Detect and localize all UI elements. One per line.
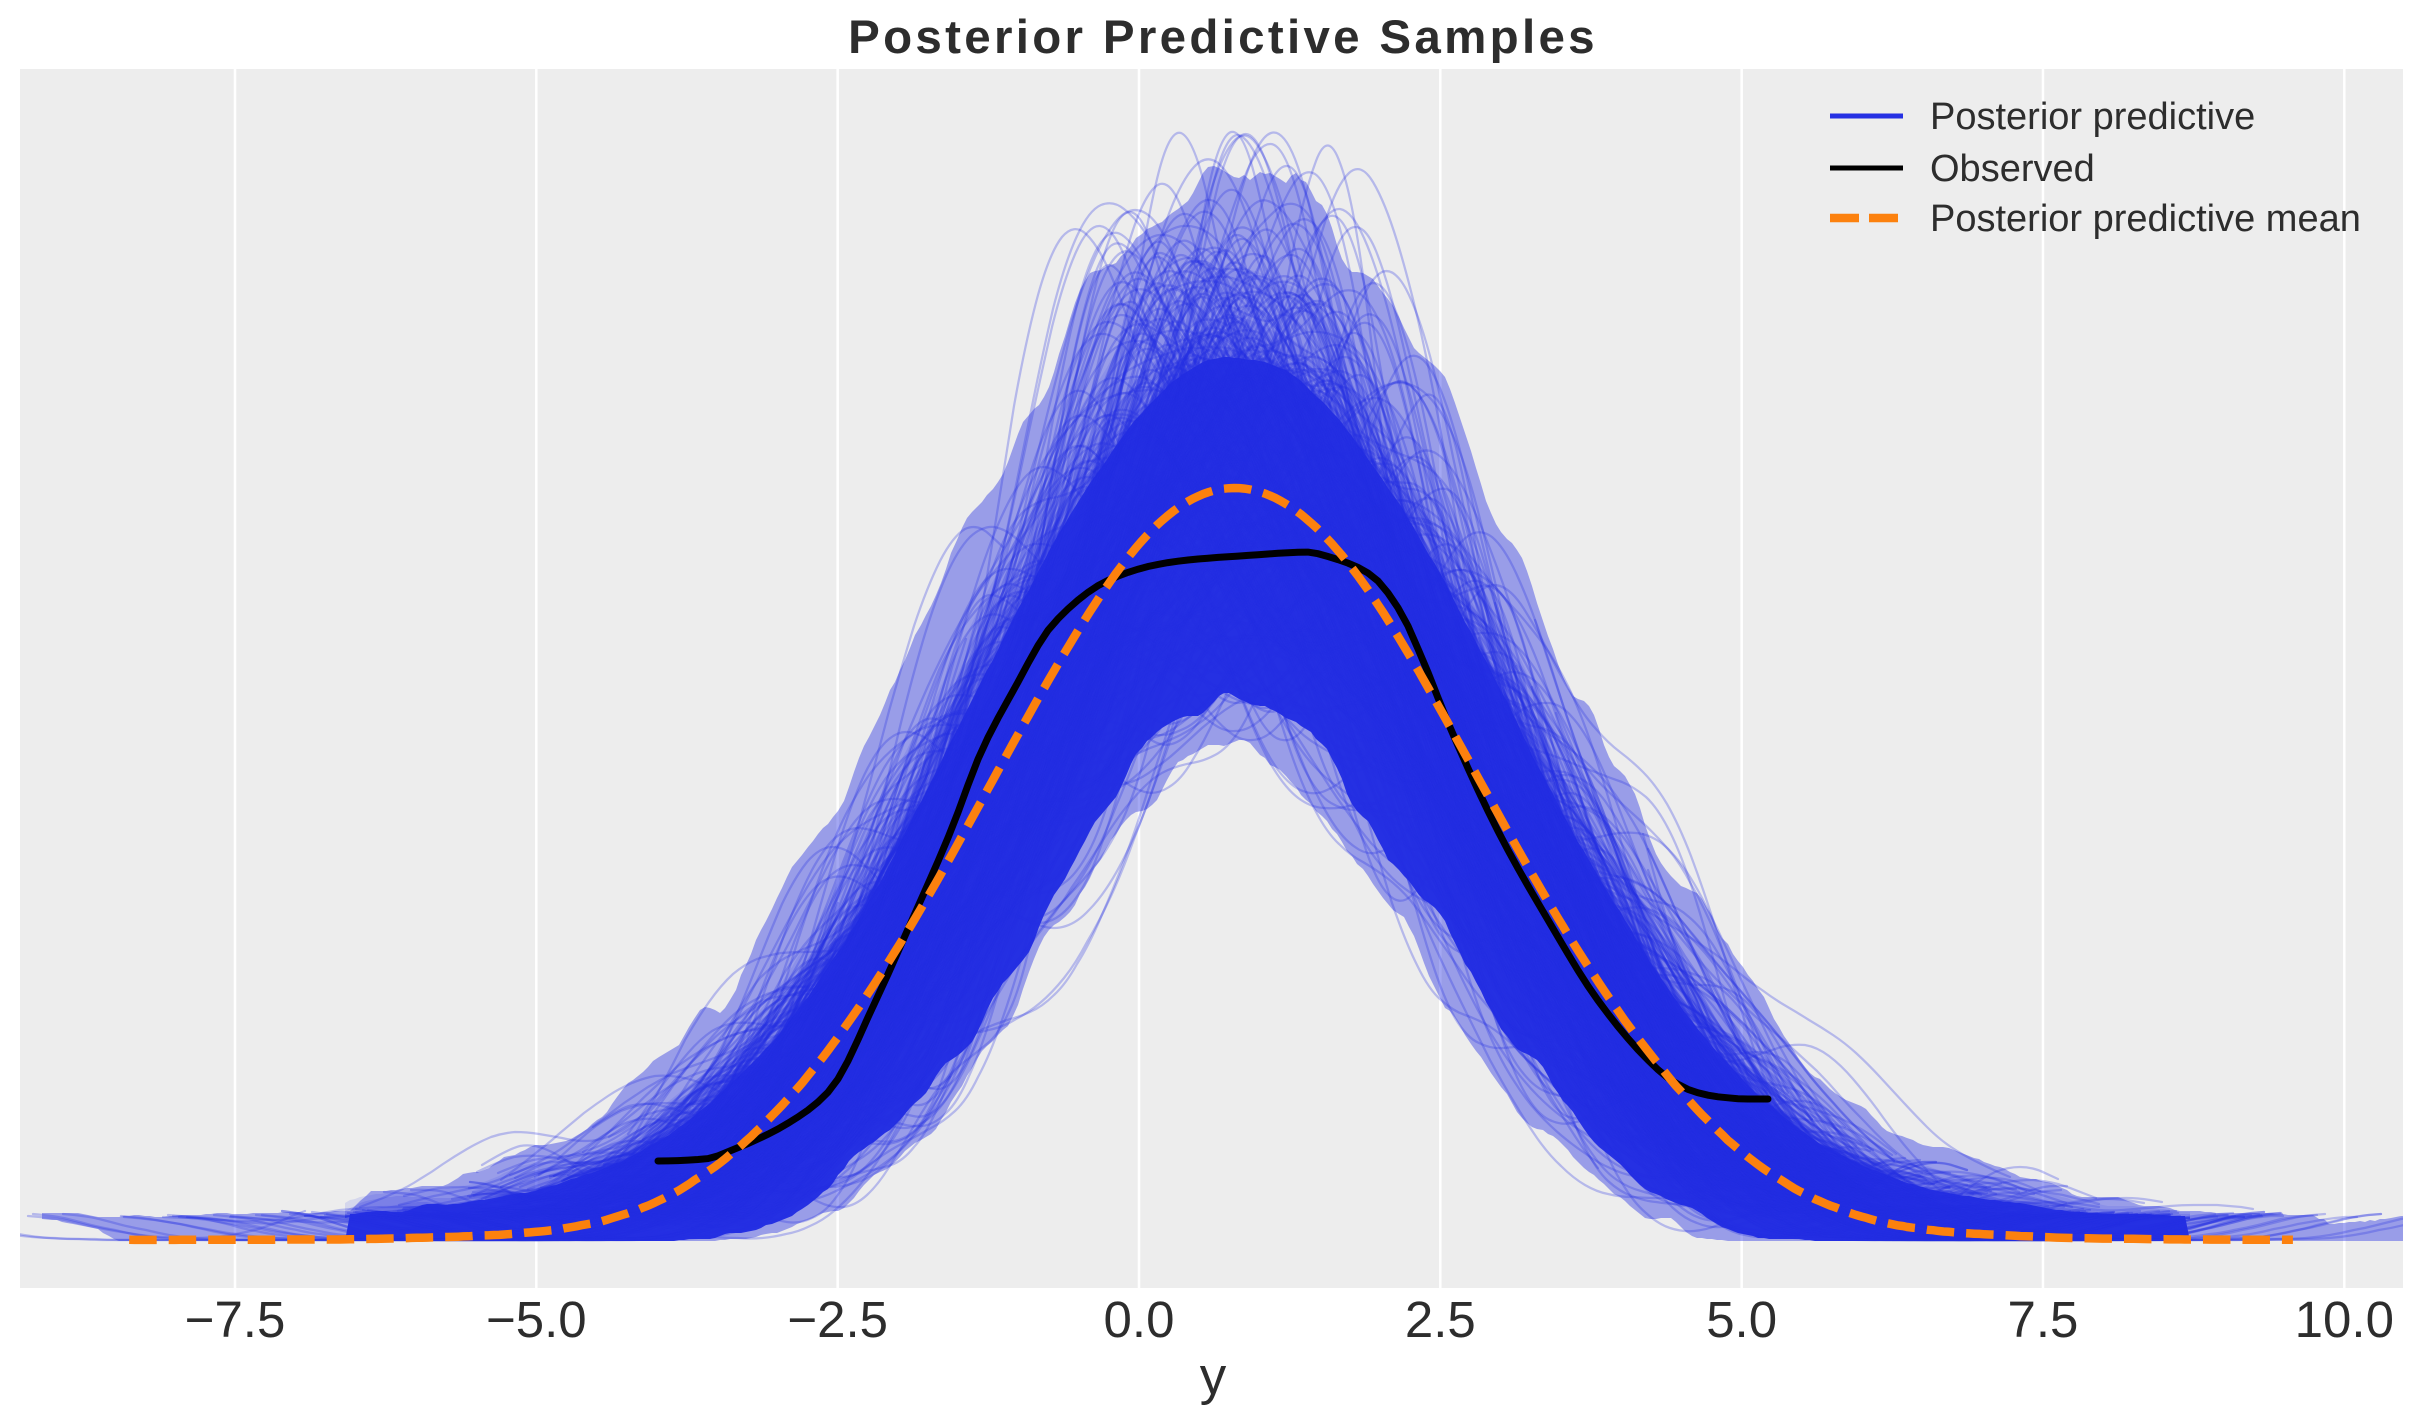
svg-text:−5.0: −5.0 [486,1291,587,1348]
svg-text:5.0: 5.0 [1706,1291,1777,1348]
svg-text:2.5: 2.5 [1405,1291,1476,1348]
svg-text:Posterior Predictive Samples: Posterior Predictive Samples [848,11,1598,64]
svg-text:7.5: 7.5 [2008,1291,2079,1348]
svg-text:−7.5: −7.5 [185,1291,286,1348]
svg-text:−2.5: −2.5 [787,1291,888,1348]
svg-text:10.0: 10.0 [2295,1291,2394,1348]
svg-text:0.0: 0.0 [1104,1291,1175,1348]
svg-text:Posterior predictive: Posterior predictive [1930,96,2255,138]
svg-text:y: y [1200,1347,1227,1406]
svg-text:Posterior predictive mean: Posterior predictive mean [1930,198,2361,240]
svg-text:Observed: Observed [1930,148,2095,190]
